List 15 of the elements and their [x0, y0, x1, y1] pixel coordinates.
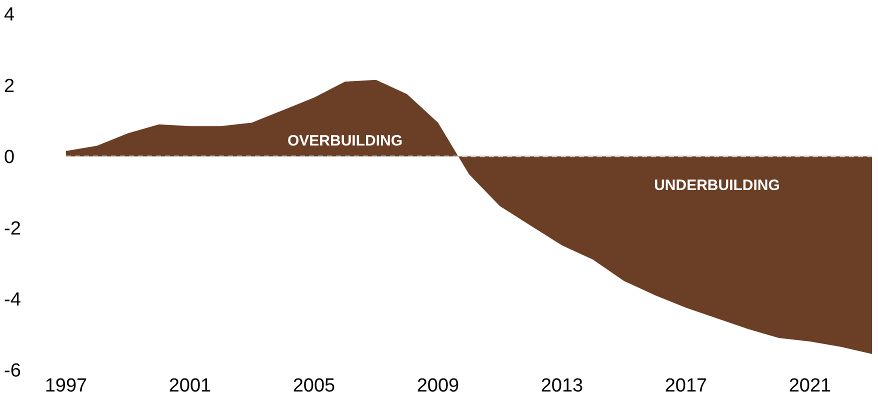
y-tick-label: -2: [4, 218, 21, 240]
x-tick-label: 2001: [168, 375, 212, 396]
x-tick-label: 2013: [540, 375, 584, 396]
x-tick-label: 2021: [788, 375, 832, 396]
x-tick-label: 2009: [416, 375, 460, 396]
x-tick-label: 1997: [44, 375, 88, 396]
y-tick-label: 4: [4, 4, 15, 26]
x-tick-label: 2005: [292, 375, 336, 396]
y-tick-label: 2: [4, 76, 15, 97]
x-tick-label: 2017: [664, 375, 708, 396]
y-tick-label: -4: [4, 290, 22, 311]
y-tick-label: -6: [4, 360, 21, 382]
annotation: OVERBUILDING: [287, 132, 403, 150]
annotation: UNDERBUILDING: [654, 177, 780, 194]
y-tick-label: 0: [4, 147, 15, 168]
